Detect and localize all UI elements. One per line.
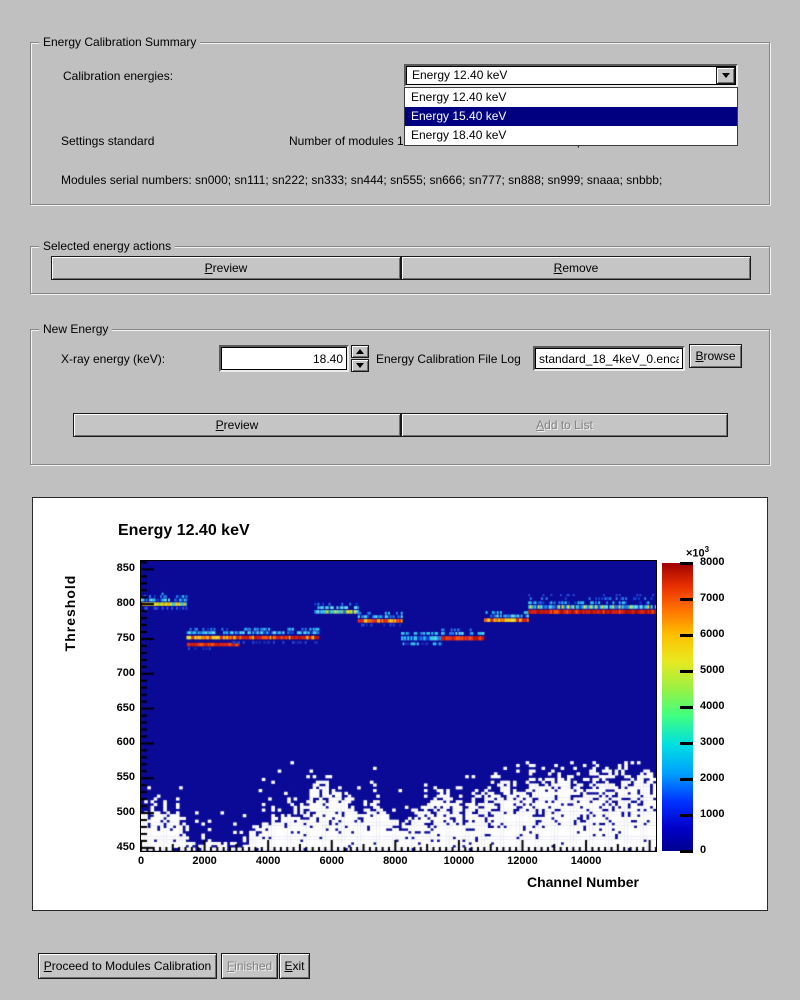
y-tick-label: 500 — [116, 806, 135, 819]
calibration-energies-dropdown: Energy 12.40 keV Energy 15.40 keV Energy 1… — [404, 87, 738, 146]
y-tick-label: 600 — [116, 736, 135, 749]
new-energy-group-title: New Energy — [39, 322, 113, 336]
xray-energy-input[interactable]: 18.40 — [219, 345, 349, 372]
x-tick-label: 6000 — [319, 855, 344, 867]
calibration-energies-label: Calibration energies: — [63, 69, 174, 83]
x-tick-label: 8000 — [383, 855, 408, 867]
file-log-label: Energy Calibration File Log — [376, 352, 521, 366]
number-of-modules-label: Number of modules 12 — [289, 134, 411, 148]
chevron-down-icon — [356, 363, 364, 368]
y-tick-label: 450 — [116, 840, 135, 853]
y-tick-label: 700 — [116, 666, 135, 679]
xray-energy-label: X-ray energy (keV): — [61, 352, 166, 366]
y-tick-label: 650 — [116, 701, 135, 714]
colorbar-tick — [680, 562, 693, 565]
colorbar-tick-label: 8000 — [700, 556, 725, 568]
y-tick-label: 850 — [116, 562, 135, 575]
x-tick-label: 0 — [137, 855, 145, 867]
colorbar-tick-label: 6000 — [700, 628, 725, 640]
x-tick-label: 12000 — [507, 855, 538, 867]
y-axis-label: Threshold — [62, 574, 78, 652]
modules-serial-numbers-label: Modules serial numbers: sn000; sn111; sn… — [61, 173, 663, 187]
xray-energy-spin-down-button[interactable] — [351, 359, 369, 372]
summary-group-title: Energy Calibration Summary — [39, 35, 201, 49]
colorbar-tick — [680, 778, 693, 781]
xray-energy-value: 18.40 — [312, 352, 343, 366]
y-tick-label: 550 — [116, 771, 135, 784]
colorbar-tick-label: 7000 — [700, 592, 725, 604]
colorbar-tick-label: 3000 — [700, 736, 725, 748]
colorbar-tick — [680, 742, 693, 745]
colorbar-tick — [680, 706, 693, 709]
colorbar-tick-label: 5000 — [700, 664, 725, 676]
y-tick-label: 750 — [116, 631, 135, 644]
x-axis-label: Channel Number — [526, 874, 639, 890]
y-tick-label: 800 — [116, 597, 135, 610]
settings-standard-label: Settings standard — [61, 134, 155, 148]
colorbar-tick — [680, 814, 693, 817]
actions-group-title: Selected energy actions — [39, 239, 176, 253]
combobox-arrow-button[interactable] — [716, 67, 735, 84]
colorbar-tick-label: 0 — [700, 844, 707, 856]
colorbar-tick — [680, 598, 693, 601]
colorbar-tick — [680, 634, 693, 637]
x-tick-label: 2000 — [192, 855, 217, 867]
x-tick-label: 10000 — [443, 855, 475, 867]
dropdown-item[interactable]: Energy 12.40 keV — [405, 88, 737, 107]
threshold-heatmap-canvas — [140, 560, 657, 852]
dropdown-item[interactable]: Energy 18.40 keV — [405, 126, 737, 145]
plot-title: Energy 12.40 keV — [118, 522, 250, 539]
colorbar-tick-label: 1000 — [700, 808, 725, 820]
colorbar-tick-label: 4000 — [700, 700, 725, 712]
plot-panel: Energy 12.40 keV Threshold ×103 Channel … — [32, 497, 768, 911]
colorbar-tick — [680, 670, 693, 673]
x-tick-label: 4000 — [255, 855, 281, 867]
colorbar-tick — [680, 850, 693, 853]
chevron-up-icon — [356, 349, 364, 354]
calibration-energies-combobox[interactable]: Energy 12.40 keV — [404, 64, 738, 87]
dropdown-item[interactable]: Energy 15.40 keV — [405, 107, 737, 126]
colorbar-exponent: ×103 — [686, 545, 710, 560]
combobox-value: Energy 12.40 keV — [412, 68, 508, 82]
x-tick-label: 14000 — [570, 855, 602, 867]
new-energy-group: New Energy X-ray energy (keV): 18.40 Ene… — [30, 322, 770, 465]
xray-energy-spin-up-button[interactable] — [351, 345, 369, 358]
chevron-down-icon — [721, 73, 730, 78]
file-log-input[interactable]: standard_18_4keV_0.encal — [533, 346, 685, 371]
file-log-value: standard_18_4keV_0.encal — [539, 352, 679, 366]
colorbar-tick-label: 2000 — [700, 772, 725, 784]
energy-calibration-summary-group: Energy Calibration Summary Calibration e… — [30, 35, 770, 205]
